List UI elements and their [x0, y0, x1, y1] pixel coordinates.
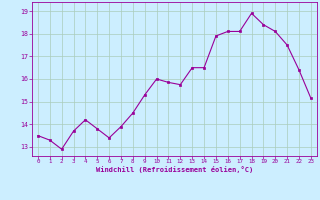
X-axis label: Windchill (Refroidissement éolien,°C): Windchill (Refroidissement éolien,°C)	[96, 166, 253, 173]
